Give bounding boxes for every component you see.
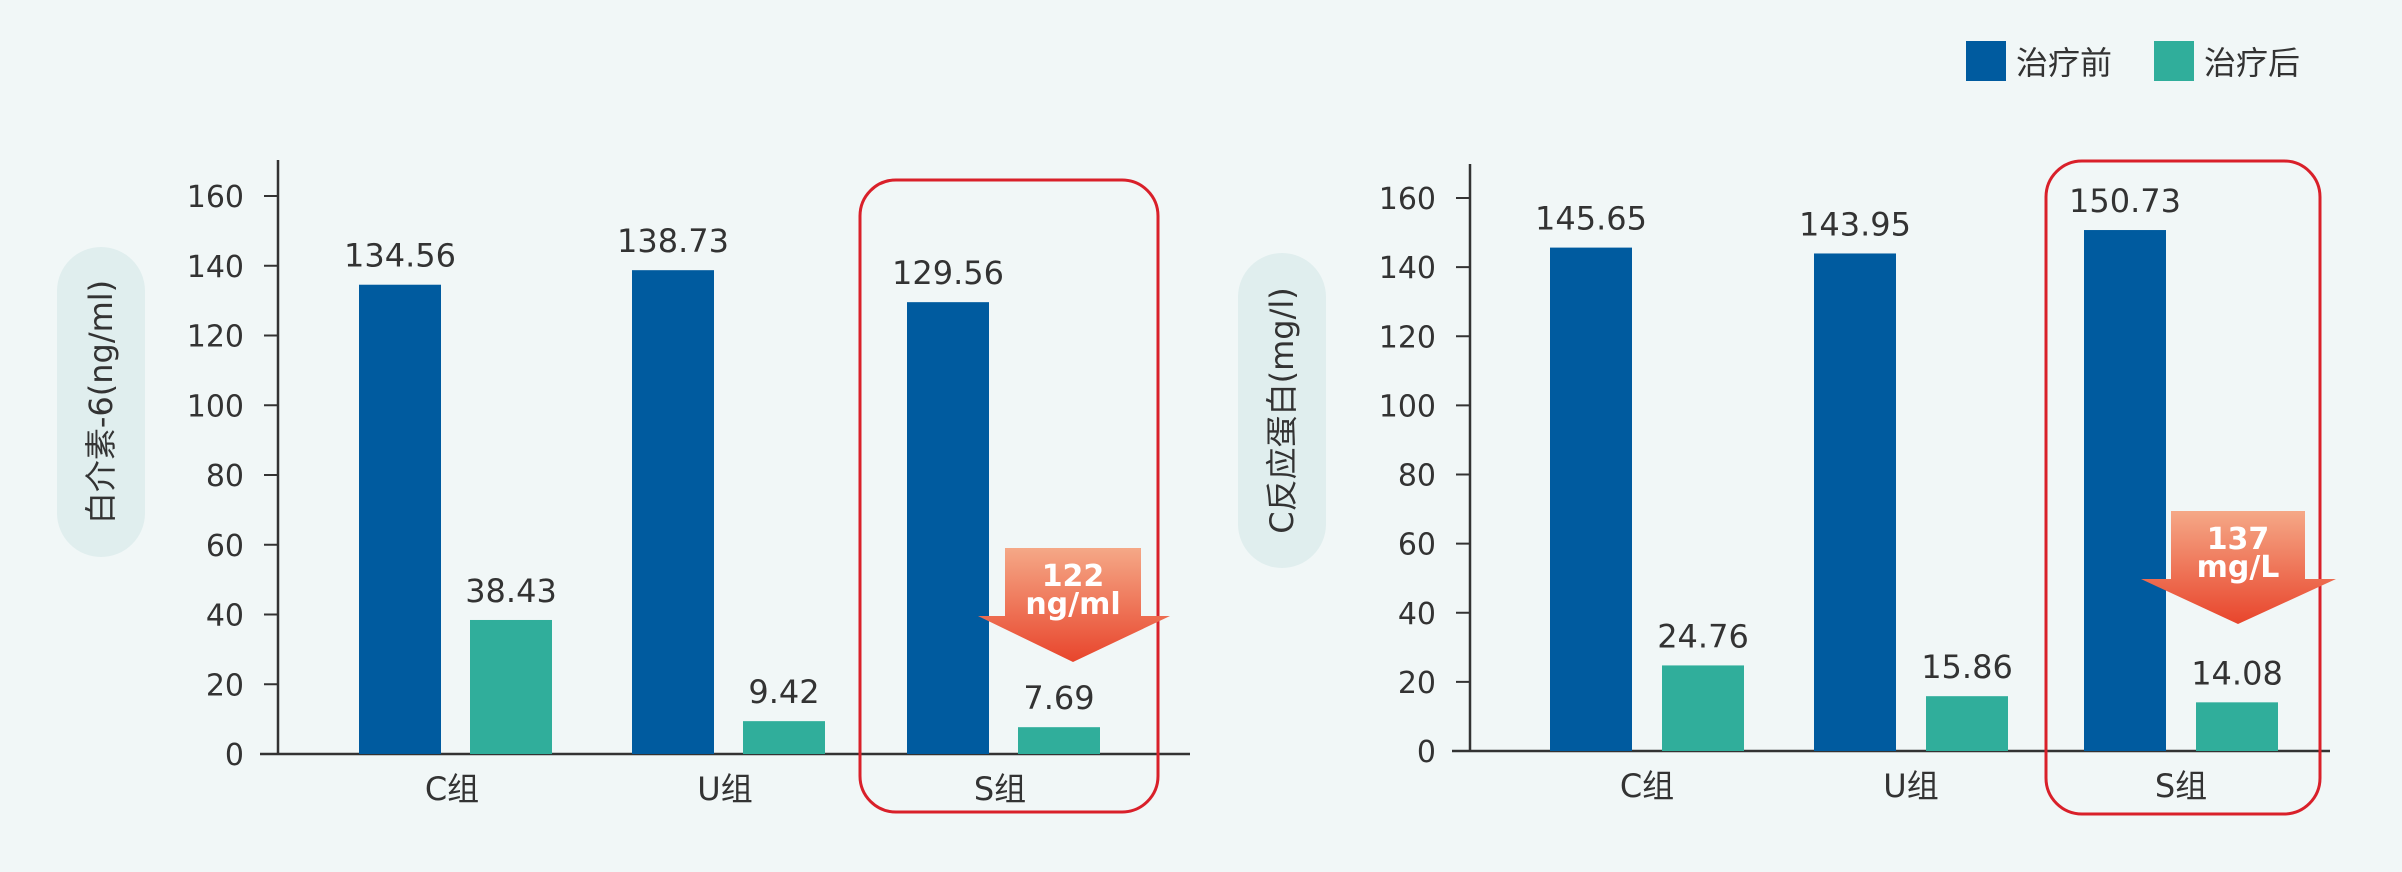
chart2-y-axis-label: C反应蛋白(mg/l)	[1263, 287, 1301, 533]
legend: 治疗前 治疗后	[1966, 38, 2300, 84]
chart1-bar-after	[743, 721, 825, 754]
chart2-bar-after	[2196, 702, 2278, 751]
legend-swatch-before	[1966, 41, 2006, 81]
chart2-reduction-unit: mg/L	[2197, 550, 2280, 585]
chart1-data-label-after: 38.43	[465, 572, 557, 610]
chart1-y-tick-label: 100	[187, 389, 244, 424]
chart1-y-tick-label: 140	[187, 250, 244, 285]
chart1-highlight-box	[858, 178, 1160, 814]
chart1-x-tick-label: C组	[425, 770, 479, 808]
chart2-data-label-before: 145.65	[1535, 200, 1647, 238]
chart1-data-label-after: 7.69	[1023, 679, 1094, 717]
chart2-bar-after	[1926, 696, 2008, 751]
chart1-x-tick-label: U组	[697, 770, 752, 808]
chart2-reduction-arrow	[2141, 511, 2336, 624]
chart1-data-label-before: 129.56	[892, 254, 1004, 292]
chart1-y-tick-label: 60	[206, 529, 244, 564]
legend-item-after: 治疗后	[2154, 38, 2300, 84]
legend-label-after: 治疗后	[2204, 44, 2301, 82]
chart-1: 白介素-6(ng/ml) 0 20 40 60 80 100 120 140 160 134.56 1…	[57, 160, 1190, 814]
chart2-x-tick-label: C组	[1620, 767, 1674, 805]
chart1-data-label-after: 9.42	[748, 673, 819, 711]
chart1-data-label-before: 134.56	[344, 237, 456, 275]
chart2-y-tick-label: 0	[1417, 735, 1436, 770]
chart2-y-tick-label: 120	[1379, 320, 1436, 355]
chart2-data-label-after: 14.08	[2191, 654, 2283, 692]
chart2-y-tick-label: 40	[1398, 597, 1436, 632]
chart2-bar-before	[2084, 230, 2166, 752]
chart1-y-tick-label: 20	[206, 668, 244, 703]
chart2-data-label-after: 24.76	[1657, 617, 1749, 655]
chart2-data-label-before: 150.73	[2069, 182, 2181, 220]
chart2-y-tick-label: 160	[1379, 182, 1436, 217]
chart1-x-tick-label: S组	[974, 770, 1026, 808]
chart-2: C反应蛋白(mg/l) 0 20 40 60 80 100 120 140 160 145.65 14…	[1238, 159, 2336, 816]
chart1-bar-before	[359, 284, 441, 754]
chart2-reduction-value: 137	[2207, 522, 2270, 557]
chart2-bar-after	[1662, 665, 1744, 751]
legend-swatch-after	[2154, 41, 2195, 81]
legend-label-before: 治疗前	[2016, 44, 2113, 82]
chart2-y-tick-label: 20	[1398, 666, 1436, 701]
chart2-x-tick-label: U组	[1883, 767, 1938, 805]
chart2-data-label-after: 15.86	[1921, 648, 2013, 686]
chart1-ylabel-pill	[57, 247, 145, 557]
chart1-bar-after	[1018, 727, 1100, 754]
chart1-y-tick-label: 0	[225, 738, 244, 773]
chart1-reduction-value: 122	[1042, 559, 1105, 594]
chart1-bar-before	[632, 270, 714, 754]
chart1-y-tick-label: 80	[206, 459, 244, 494]
legend-item-before: 治疗前	[1966, 38, 2112, 84]
chart2-bar-before	[1550, 247, 1632, 752]
chart1-reduction-arrow	[978, 548, 1170, 662]
chart1-reduction-unit: ng/ml	[1025, 587, 1120, 622]
chart2-y-tick-label: 60	[1398, 528, 1436, 563]
chart2-y-tick-label: 80	[1398, 459, 1436, 494]
chart2-highlight-box	[2044, 159, 2322, 816]
chart1-y-tick-label: 120	[187, 320, 244, 355]
chart1-bar-before	[907, 302, 989, 754]
chart1-y-tick-label: 160	[187, 180, 244, 215]
chart2-y-tick-label: 100	[1379, 389, 1436, 424]
chart1-data-label-before: 138.73	[617, 222, 729, 260]
chart2-data-label-before: 143.95	[1799, 205, 1911, 243]
chart2-bar-before	[1814, 253, 1896, 751]
chart1-y-axis-label: 白介素-6(ng/ml)	[82, 280, 120, 524]
chart1-y-tick-label: 40	[206, 599, 244, 634]
chart1-bar-after	[470, 619, 552, 754]
chart2-x-tick-label: S组	[2155, 767, 2207, 805]
chart2-ylabel-pill	[1238, 253, 1326, 568]
chart2-y-tick-label: 140	[1379, 251, 1436, 286]
